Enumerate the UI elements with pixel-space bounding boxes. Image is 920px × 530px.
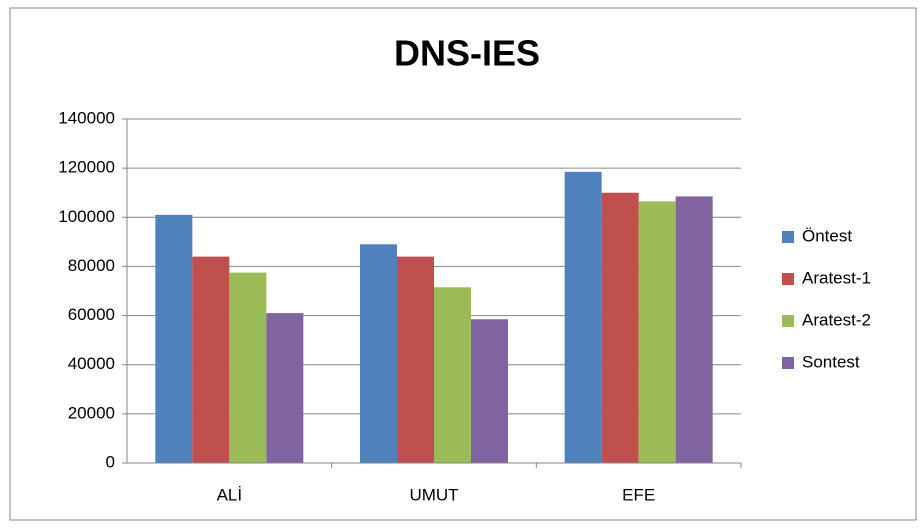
legend-label: Öntest	[802, 226, 852, 245]
y-tick-label: 60000	[68, 305, 115, 324]
y-tick-label: 140000	[58, 108, 115, 127]
legend-swatch	[782, 357, 794, 369]
bar	[471, 319, 508, 463]
bar	[155, 214, 193, 463]
bar	[564, 171, 602, 464]
y-tick-label: 20000	[68, 403, 115, 422]
bar	[601, 192, 639, 463]
bar	[266, 313, 304, 463]
legend-label: Sontest	[802, 352, 860, 371]
x-tick-label: EFE	[622, 485, 655, 504]
x-tick-label: ALİ	[217, 485, 243, 504]
legend-swatch	[782, 273, 794, 285]
x-tick-label: UMUT	[409, 485, 458, 504]
y-tick-label: 100000	[58, 207, 115, 226]
y-tick-label: 80000	[68, 256, 115, 275]
bar	[397, 256, 434, 463]
chart-title: DNS-IES	[394, 33, 540, 74]
bar	[675, 196, 713, 463]
y-tick-label: 120000	[58, 158, 115, 177]
y-tick-label: 40000	[68, 354, 115, 373]
bar	[192, 256, 230, 463]
legend-label: Aratest-1	[802, 268, 871, 287]
legend-label: Aratest-2	[802, 310, 871, 329]
bar	[229, 272, 267, 463]
bar	[360, 244, 397, 463]
legend-swatch	[782, 315, 794, 327]
bar	[434, 287, 471, 463]
legend-swatch	[782, 231, 794, 243]
bar	[638, 201, 676, 464]
y-tick-label: 0	[106, 452, 115, 471]
